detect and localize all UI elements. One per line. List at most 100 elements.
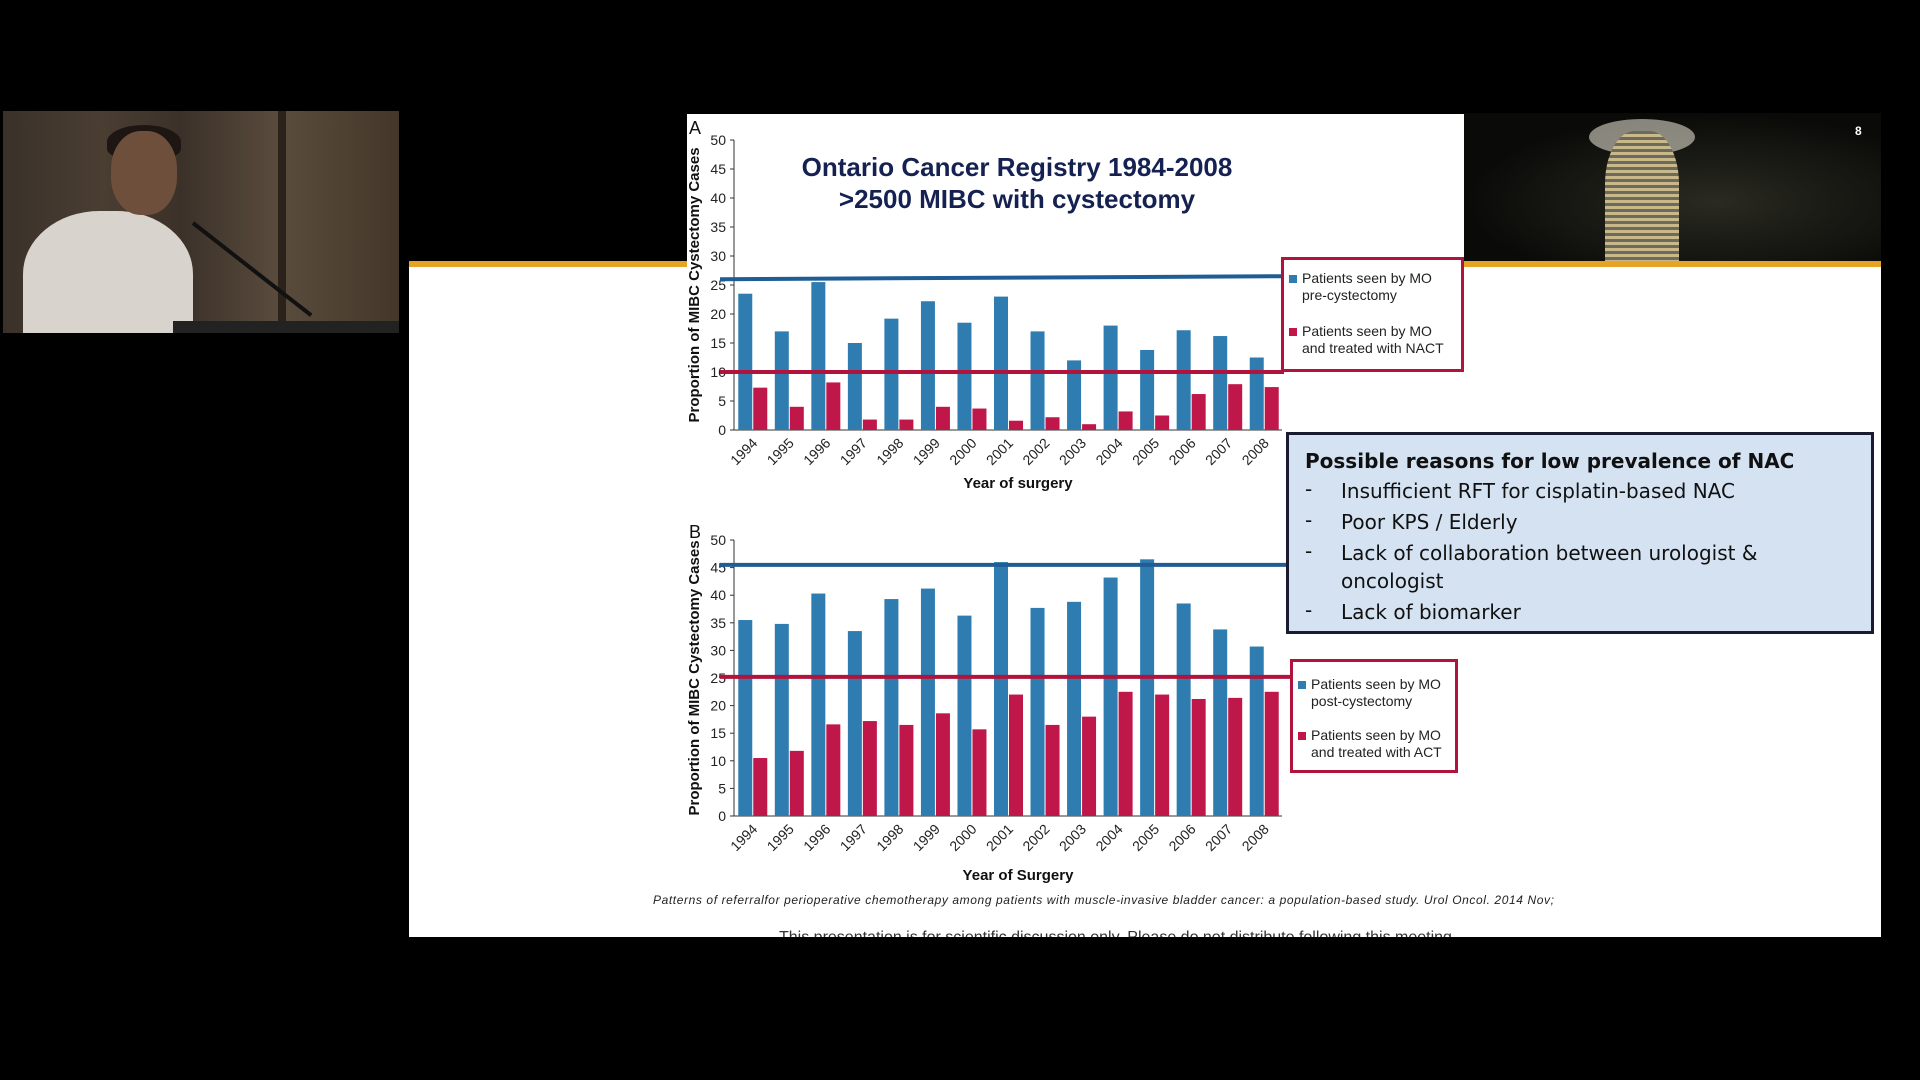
reference-line-blue bbox=[719, 274, 1285, 282]
reason-item: - Lack of biomarker bbox=[1305, 598, 1811, 626]
legend-label: Patients seen by MO bbox=[1311, 727, 1441, 743]
x-tick-label: 1996 bbox=[800, 435, 833, 468]
bar-blue bbox=[811, 593, 826, 816]
y-tick-label: 50 bbox=[710, 132, 726, 148]
x-axis-label: Year of Surgery bbox=[963, 867, 1075, 884]
y-tick-label: 45 bbox=[710, 560, 726, 576]
bar-blue bbox=[920, 301, 935, 430]
y-tick-label: 45 bbox=[710, 161, 726, 177]
y-tick-label: 5 bbox=[718, 780, 726, 796]
tower-photo bbox=[1463, 113, 1881, 261]
bar-red bbox=[789, 406, 804, 430]
y-tick-label: 35 bbox=[710, 615, 726, 631]
x-tick-label: 2003 bbox=[1056, 435, 1089, 468]
x-tick-label: 2005 bbox=[1129, 435, 1162, 468]
x-tick-label: 1998 bbox=[873, 821, 906, 854]
y-tick-label: 40 bbox=[710, 587, 726, 603]
y-tick-label: 40 bbox=[710, 190, 726, 206]
y-tick-label: 30 bbox=[710, 248, 726, 264]
bar-red bbox=[1045, 724, 1060, 816]
y-tick-label: 20 bbox=[710, 306, 726, 322]
legend-label: Patients seen by MO bbox=[1302, 323, 1432, 339]
legend-item: Patients seen by MO and treated with NAC… bbox=[1288, 323, 1457, 357]
y-tick-label: 0 bbox=[718, 808, 726, 824]
legend-label: pre-cystectomy bbox=[1302, 287, 1397, 303]
y-tick-label: 15 bbox=[710, 725, 726, 741]
legend-item: Patients seen by MO pre-cystectomy bbox=[1288, 270, 1457, 304]
bar-red bbox=[899, 724, 914, 816]
legend-label: Patients seen by MO bbox=[1302, 270, 1432, 286]
x-tick-label: 2006 bbox=[1165, 821, 1198, 854]
bar-blue bbox=[1067, 360, 1082, 430]
slide-number: 8 bbox=[1855, 124, 1862, 138]
bar-blue bbox=[738, 620, 753, 816]
bar-blue bbox=[957, 322, 972, 430]
x-tick-label: 1995 bbox=[764, 435, 797, 468]
bar-blue bbox=[994, 296, 1008, 430]
y-tick-label: 15 bbox=[710, 335, 726, 351]
bar-blue bbox=[1140, 559, 1155, 816]
y-axis-label: Proportion of MIBC Cystectomy Cases bbox=[687, 540, 703, 815]
reason-text: Lack of collaboration between urologist … bbox=[1341, 541, 1758, 593]
legend-label: post-cystectomy bbox=[1311, 693, 1413, 709]
reasons-title: Possible reasons for low prevalence of N… bbox=[1305, 449, 1795, 473]
legend-swatch-red bbox=[1298, 732, 1306, 740]
bar-red bbox=[1264, 387, 1279, 430]
y-tick-label: 30 bbox=[710, 642, 726, 658]
legend-label: and treated with ACT bbox=[1311, 744, 1442, 760]
x-tick-label: 2007 bbox=[1202, 435, 1235, 468]
footer-disclaimer: This presentation is for scientific disc… bbox=[779, 928, 1779, 937]
bar-red bbox=[972, 408, 987, 430]
bullet-dash: - bbox=[1305, 539, 1313, 563]
y-tick-label: 20 bbox=[710, 698, 726, 714]
x-tick-label: 2005 bbox=[1129, 821, 1162, 854]
reason-item: - Lack of collaboration between urologist… bbox=[1305, 539, 1781, 595]
x-tick-label: 2008 bbox=[1239, 435, 1272, 468]
x-tick-label: 2002 bbox=[1019, 821, 1052, 854]
chart-title-line2: >2500 MIBC with cystectomy bbox=[839, 184, 1196, 214]
bar-red bbox=[753, 758, 768, 816]
bar-blue bbox=[774, 623, 789, 816]
x-tick-label: 2001 bbox=[983, 435, 1016, 468]
bar-blue bbox=[1176, 603, 1191, 816]
bar-red bbox=[1228, 384, 1243, 430]
y-tick-label: 10 bbox=[710, 364, 726, 380]
x-tick-label: 1997 bbox=[837, 821, 870, 854]
bar-blue bbox=[1249, 357, 1264, 430]
citation-text: Patterns of referralfor perioperative ch… bbox=[653, 893, 1555, 907]
bar-blue bbox=[1213, 336, 1228, 430]
bar-red bbox=[1009, 420, 1023, 430]
bar-red bbox=[935, 406, 950, 430]
y-axis-label: Proportion of MIBC Cystectomy Cases bbox=[687, 147, 703, 422]
x-axis-label: Year of surgery bbox=[963, 475, 1073, 492]
x-tick-label: 2001 bbox=[983, 821, 1016, 854]
y-tick-label: 35 bbox=[710, 219, 726, 235]
bar-red bbox=[1155, 694, 1170, 816]
x-tick-label: 2003 bbox=[1056, 821, 1089, 854]
x-tick-label: 1998 bbox=[873, 435, 906, 468]
reason-item: - Insufficient RFT for cisplatin-based NA… bbox=[1305, 477, 1811, 505]
bullet-dash: - bbox=[1305, 477, 1313, 501]
bar-red bbox=[826, 382, 841, 430]
bar-blue bbox=[1103, 577, 1118, 816]
x-tick-label: 1996 bbox=[800, 821, 833, 854]
x-tick-label: 1994 bbox=[727, 435, 760, 468]
bar-red bbox=[935, 713, 950, 816]
y-tick-label: 25 bbox=[710, 670, 726, 686]
y-tick-label: 5 bbox=[718, 393, 726, 409]
bar-red bbox=[789, 750, 804, 816]
speaker-video-feed bbox=[3, 111, 399, 333]
reason-item: - Poor KPS / Elderly bbox=[1305, 508, 1811, 536]
bar-red bbox=[1228, 697, 1243, 816]
bar-blue bbox=[957, 615, 972, 816]
bar-blue bbox=[1176, 330, 1191, 430]
bar-red bbox=[1155, 415, 1170, 430]
bullet-dash: - bbox=[1305, 598, 1313, 622]
legend-label: and treated with NACT bbox=[1302, 340, 1444, 356]
x-tick-label: 2008 bbox=[1239, 821, 1272, 854]
bar-blue bbox=[1030, 331, 1045, 430]
bar-red bbox=[1082, 716, 1097, 816]
bar-blue bbox=[994, 562, 1008, 816]
bar-blue bbox=[884, 318, 899, 430]
x-tick-label: 1995 bbox=[764, 821, 797, 854]
